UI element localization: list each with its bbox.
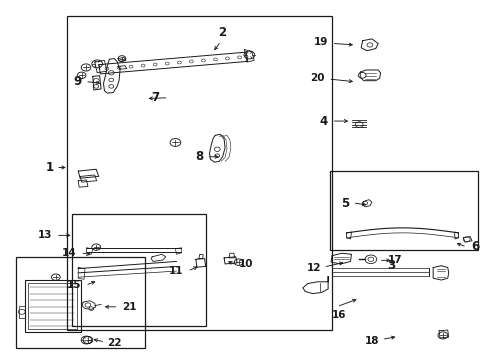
Bar (72, 214, 205, 327)
Text: 11: 11 (169, 266, 183, 276)
Text: 12: 12 (305, 262, 320, 273)
Text: 1: 1 (46, 161, 54, 174)
Bar (67, 16, 331, 330)
Text: 8: 8 (195, 150, 203, 163)
Text: 13: 13 (38, 230, 52, 240)
Text: 19: 19 (313, 37, 327, 48)
Text: 14: 14 (62, 248, 77, 258)
Bar (25, 280, 81, 332)
Text: 5: 5 (340, 197, 348, 210)
Bar (16, 257, 144, 348)
Text: 7: 7 (151, 91, 159, 104)
Bar (28, 283, 77, 329)
Text: 21: 21 (122, 302, 136, 312)
Bar (329, 171, 477, 249)
Text: 16: 16 (331, 310, 346, 320)
Bar (19, 306, 25, 318)
Text: 2: 2 (218, 26, 226, 39)
Text: 20: 20 (309, 73, 324, 83)
Text: 17: 17 (387, 255, 402, 265)
Text: 4: 4 (319, 114, 327, 127)
Text: 9: 9 (73, 75, 81, 88)
Text: 22: 22 (107, 338, 122, 347)
Text: 18: 18 (365, 337, 379, 346)
Text: 6: 6 (470, 240, 479, 253)
Text: 10: 10 (238, 259, 253, 269)
Text: 15: 15 (67, 280, 81, 291)
Text: 3: 3 (386, 259, 395, 272)
